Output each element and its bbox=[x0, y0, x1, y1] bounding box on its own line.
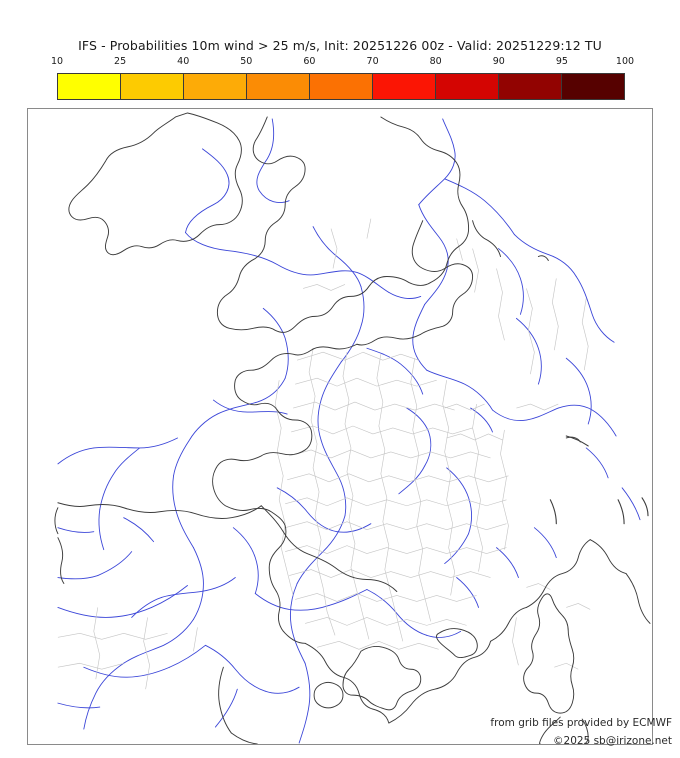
colorbar-segment-90-95 bbox=[499, 74, 562, 99]
attribution-copyright: ©2025 sb@irizone.net bbox=[553, 735, 672, 747]
attribution-source: from grib files provided by ECMWF bbox=[490, 717, 672, 729]
colorbar-segment-50-60 bbox=[247, 74, 310, 99]
colorbar-segment-70-80 bbox=[373, 74, 436, 99]
colorbar-tick: 40 bbox=[177, 56, 190, 67]
colorbar-tick: 90 bbox=[492, 56, 505, 67]
lake-layer bbox=[549, 435, 649, 525]
colorbar: 10 25 40 50 60 70 80 90 95 100 bbox=[51, 56, 634, 100]
colorbar-segment-95-100 bbox=[562, 74, 624, 99]
colorbar-tick: 70 bbox=[366, 56, 379, 67]
colorbar-tick-labels: 10 25 40 50 60 70 80 90 95 100 bbox=[51, 56, 634, 70]
colorbar-segment-60-70 bbox=[310, 74, 373, 99]
colorbar-segment-10-25 bbox=[58, 74, 121, 99]
colorbar-gradient-strip bbox=[57, 73, 625, 100]
coastline-layer bbox=[54, 112, 651, 744]
map-canvas bbox=[54, 112, 651, 744]
colorbar-tick: 50 bbox=[240, 56, 253, 67]
colorbar-tick: 80 bbox=[429, 56, 442, 67]
colorbar-tick: 100 bbox=[615, 56, 635, 67]
map-frame[interactable] bbox=[27, 108, 653, 745]
colorbar-tick: 60 bbox=[303, 56, 316, 67]
colorbar-segment-25-40 bbox=[121, 74, 184, 99]
page-title: IFS - Probabilities 10m wind > 25 m/s, I… bbox=[78, 38, 602, 53]
river-layer bbox=[57, 118, 641, 744]
colorbar-tick: 10 bbox=[50, 56, 64, 67]
colorbar-segment-80-90 bbox=[436, 74, 499, 99]
admin-border-layer bbox=[57, 218, 591, 690]
colorbar-tick: 25 bbox=[114, 56, 127, 67]
colorbar-segment-40-50 bbox=[184, 74, 247, 99]
colorbar-tick: 95 bbox=[555, 56, 568, 67]
